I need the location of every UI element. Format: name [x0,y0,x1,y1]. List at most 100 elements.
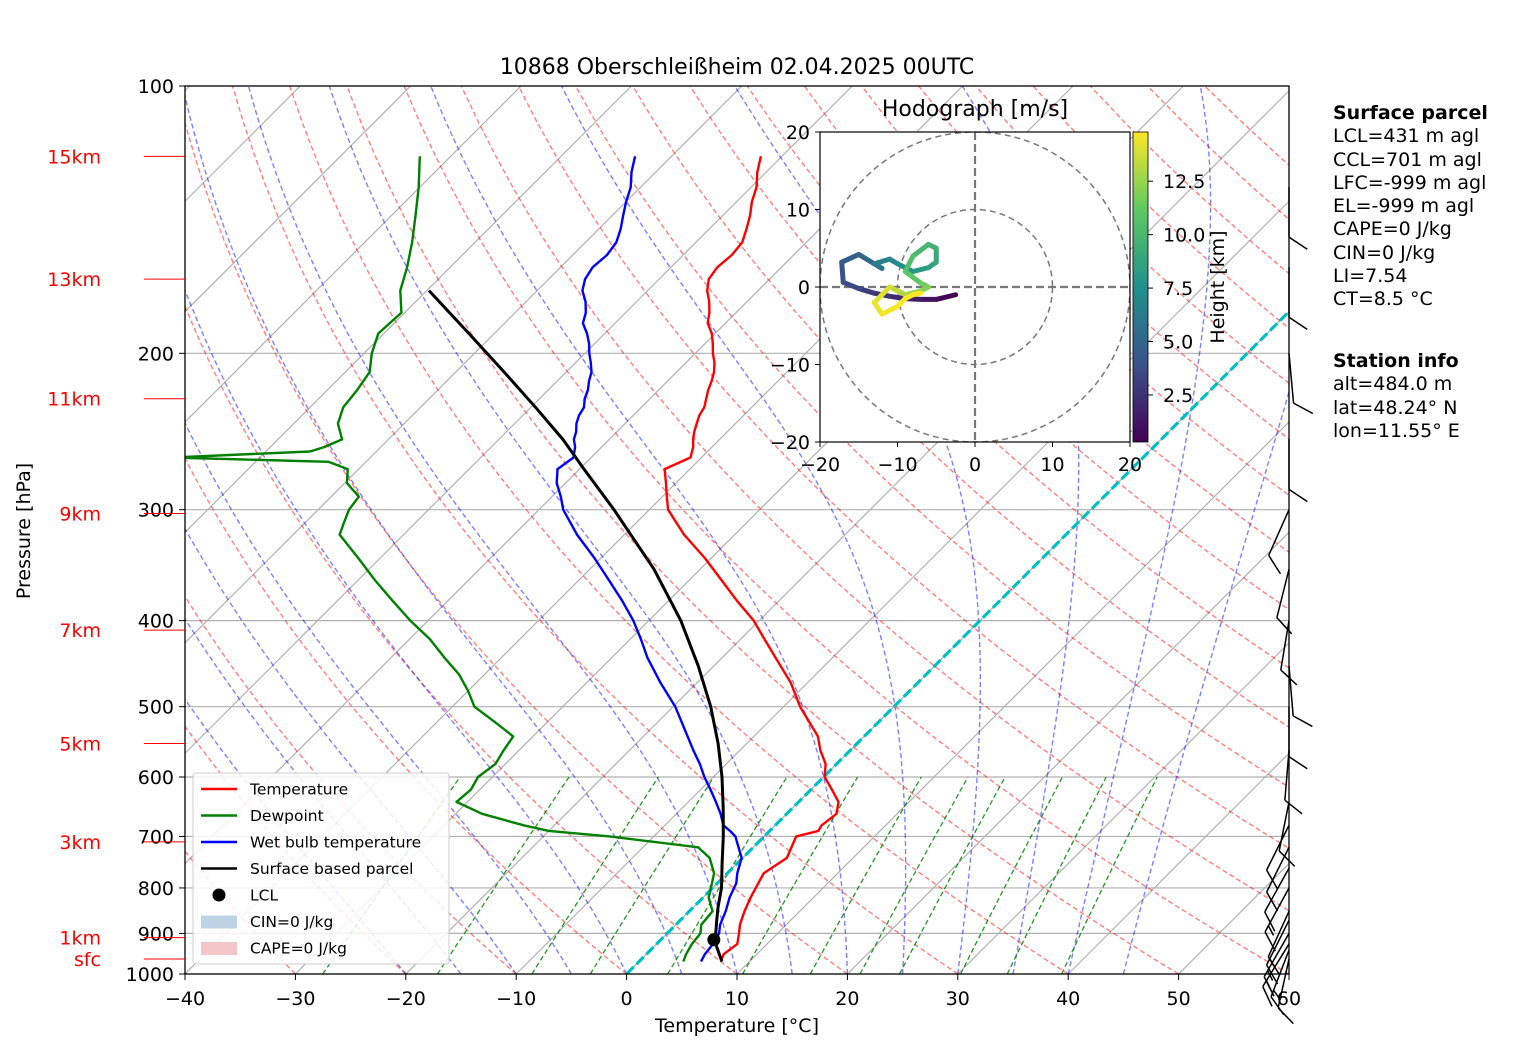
legend-label: Temperature [249,781,348,799]
hodo-x-label: 10 [1040,454,1064,476]
isotherm-line [626,310,1289,974]
x-tick-label: 10 [725,988,749,1010]
legend-label: CAPE=0 J/kg [250,940,347,958]
km-label: sfc [74,949,101,971]
x-axis-ticks: −40 −30 −20 −10 0 10 20 30 40 50 60 [165,974,1301,1010]
isotherm-line [846,531,1289,974]
wind-barbs [1262,187,1314,1025]
height-colorbar [1132,131,1149,443]
hodo-x-label: 0 [969,454,981,476]
dry-adiabat [185,304,738,974]
barb-flag [1292,715,1313,728]
parcel-ct: CT=8.5 °C [1333,288,1433,311]
y-tick-label: 400 [138,611,174,633]
isotherm-line [185,86,853,755]
colorbar-tick-label: 7.5 [1163,278,1193,300]
barb-flag [1264,931,1276,952]
dry-adiabat [289,86,1069,974]
legend-swatch [201,942,237,955]
mixing-ratio-line [667,776,788,974]
barb-staff [1265,919,1290,966]
wind-barb [1278,801,1296,867]
km-label: 1km [59,928,101,950]
hodo-x-label: −10 [877,454,917,476]
moist-adiabat [328,86,793,974]
dry-adiabat [346,86,1179,974]
barb-staff [1278,801,1290,852]
barb-half-flag [1267,925,1275,936]
colorbar-tick-label: 12.5 [1163,171,1205,193]
barb-staff [1268,509,1290,556]
barb-staff [1276,568,1290,618]
mixing-ratio-line [859,776,969,974]
hodograph-segment [839,251,862,265]
moist-adiabat [1067,86,1212,974]
barb-flag [1268,554,1282,575]
mixing-ratio-line [589,776,715,974]
km-label: 3km [59,832,101,854]
hodograph-title: Hodograph [m/s] [882,97,1068,122]
hodograph-segment [879,303,900,317]
wind-barb [1288,353,1314,415]
moist-adiabat [1122,389,1289,974]
dry-adiabat [185,595,517,974]
y-tick-label: 500 [138,697,174,719]
wind-barb [1267,911,1290,976]
barb-staff [1265,824,1290,871]
wind-barb [1265,846,1290,912]
hodograph-background [820,132,1130,442]
legend-label: CIN=0 J/kg [250,913,333,931]
surface-parcel-header: Surface parcel [1333,102,1488,124]
barb-flag [1265,869,1279,890]
wind-barb [1270,949,1290,1016]
parcel-li: LI=7.54 [1333,265,1408,288]
barb-flag [1262,986,1273,1007]
hodo-x-label: 20 [1118,454,1142,476]
dry-adiabat [185,120,848,974]
barb-half-flag [1266,970,1274,981]
moist-adiabat [430,86,849,974]
barb-flag [1288,756,1308,770]
wind-barb [1284,750,1303,815]
barb-staff [1267,911,1290,958]
legend-swatch [201,915,237,929]
isotherm-line [185,86,412,313]
mixing-ratio-line [1061,776,1158,974]
station-altitude: alt=484.0 m [1333,373,1453,396]
dry-adiabat [403,86,1289,974]
wind-barb [1265,824,1290,890]
barb-flag [1265,891,1279,912]
moist-adiabat [185,93,683,974]
barb-flag [1288,316,1308,330]
y-axis-label: Pressure [hPa] [13,463,35,599]
mixing-ratio-line [436,776,570,974]
hodo-y-label: −20 [770,432,810,454]
colorbar-tick-label: 2.5 [1163,385,1193,407]
hodo-y-label: 20 [786,122,810,144]
x-tick-label: 30 [946,988,970,1010]
hodograph-segment [871,256,893,267]
colorbar-label: Height [km] [1207,230,1229,343]
wind-barb [1263,932,1290,997]
temperature-profile [663,156,840,962]
isotherm-line [185,86,743,644]
wind-barb [1264,867,1290,932]
x-tick-label: −30 [275,988,315,1010]
y-tick-label: 1000 [126,964,174,986]
parcel-ccl: CCL=701 m agl [1333,148,1482,171]
colorbar-ticks: 2.5 5.0 7.5 10.0 12.5 [1148,171,1205,407]
barb-staff [1288,353,1295,404]
hodograph-segment [839,259,846,285]
km-label: 7km [59,620,101,642]
wind-barb [1276,568,1293,635]
y-tick-label: 300 [138,500,174,522]
hodograph-segment [856,251,877,267]
legend-label: Surface based parcel [250,860,413,878]
surface-parcel-profile [427,289,725,963]
x-tick-label: 50 [1167,988,1191,1010]
mixing-ratio-line [898,776,1006,974]
wind-barb [1288,187,1308,250]
hodograph-ticks: −20−20 −10 −10 0 0 10 10 20 20 [770,122,1142,476]
hodograph-segment [840,279,862,292]
